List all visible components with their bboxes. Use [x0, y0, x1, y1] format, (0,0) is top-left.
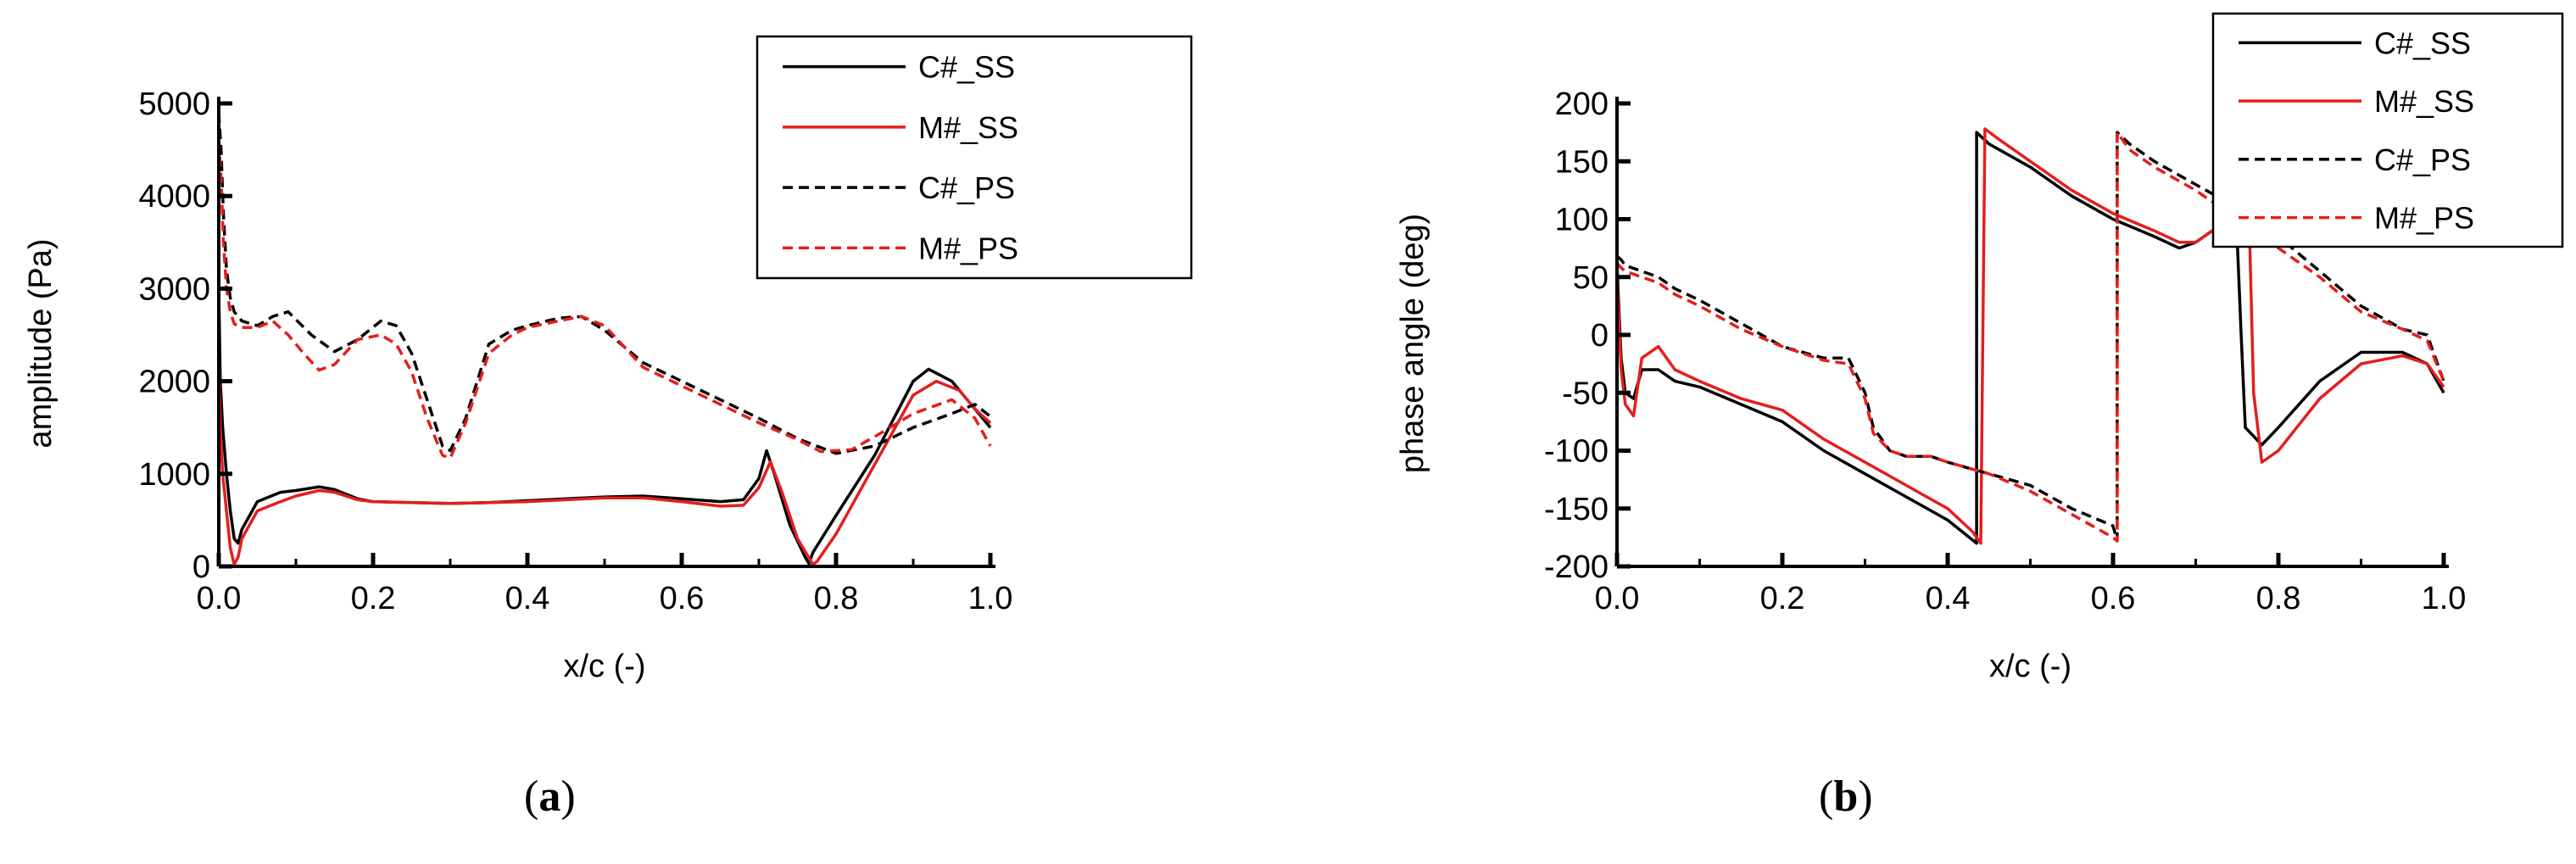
legend: C#_SS M#_SS C#_PS M#_PS: [2211, 12, 2564, 248]
y-tick-label: -200: [1544, 549, 1609, 585]
x-tick-label: 0.0: [1595, 581, 1640, 616]
y-tick-label: 50: [1573, 260, 1609, 296]
x-axis-title: x/c (-): [1989, 649, 2071, 684]
y-axis-title: amplitude (Pa): [23, 238, 59, 448]
legend-label: M#_SS: [918, 110, 1018, 145]
y-tick-label: 4000: [138, 179, 210, 215]
x-tick-label: 0.4: [505, 581, 550, 616]
legend-box: [756, 35, 1193, 280]
legend-label: M#_PS: [2374, 201, 2474, 236]
y-tick-label: 1000: [138, 457, 210, 493]
series-line-c-ss: [1615, 131, 2445, 545]
x-tick-label: 0.8: [2256, 581, 2301, 616]
x-tick-label: 0.8: [814, 581, 859, 616]
legend-label: M#_PS: [918, 231, 1018, 265]
series-line-c-ss: [217, 288, 992, 566]
y-tick-label: -150: [1544, 492, 1609, 527]
x-axis-title: x/c (-): [563, 649, 645, 684]
x-tick-label: 0.6: [660, 581, 705, 616]
x-tick-label: 0.6: [2091, 581, 2136, 616]
series-line-m-ps: [217, 140, 992, 460]
caption-b: (b): [1819, 772, 1873, 821]
legend-label: C#_SS: [918, 50, 1015, 85]
series-line-m-ss: [1615, 127, 2445, 545]
x-tick-label: 1.0: [968, 581, 1013, 616]
x-tick-label: 0.2: [351, 581, 396, 616]
legend-label: M#_SS: [2374, 84, 2474, 119]
series-line-m-ss: [217, 353, 992, 566]
chart-panel-b: 0.0 0.2 0.4 0.6 0.8 1.0 -200 -150 -100 -50 0 50 100 1…: [1357, 0, 2576, 738]
caption-a: (a): [524, 772, 576, 821]
chart-a-svg: 0.0 0.2 0.4 0.6 0.8 1.0 0 1000 2000 3000 4000 5000 x…: [23, 35, 1193, 684]
chart-panel-a: 0.0 0.2 0.4 0.6 0.8 1.0 0 1000 2000 3000 4000 5000 x…: [0, 0, 1204, 738]
series-line-c-ps: [217, 112, 992, 455]
legend-label: C#_PS: [918, 170, 1015, 205]
x-tick-label: 0.4: [1926, 581, 1971, 616]
y-tick-label: 100: [1555, 203, 1609, 238]
y-tick-label: 0: [192, 549, 210, 585]
y-tick-label: 200: [1555, 86, 1609, 122]
x-tick-label: 0.0: [197, 581, 242, 616]
y-tick-label: 2000: [138, 365, 210, 400]
legend-label: C#_PS: [2374, 142, 2471, 177]
y-tick-label: 0: [1591, 318, 1609, 354]
y-tick-label: -50: [1562, 376, 1609, 411]
legend-box: [2211, 12, 2564, 248]
x-tick-label: 0.2: [1760, 581, 1805, 616]
legend-label: C#_SS: [2374, 25, 2471, 60]
chart-b-svg: 0.0 0.2 0.4 0.6 0.8 1.0 -200 -150 -100 -50 0 50 100 1…: [1395, 12, 2564, 684]
y-tick-label: 150: [1555, 144, 1609, 180]
x-tick-label: 1.0: [2422, 581, 2467, 616]
y-tick-label: 5000: [138, 86, 210, 122]
y-tick-label: -100: [1544, 434, 1609, 470]
legend: C#_SS M#_SS C#_PS M#_PS: [756, 35, 1193, 280]
y-tick-label: 3000: [138, 271, 210, 307]
y-axis-title: phase angle (deg): [1395, 214, 1430, 473]
